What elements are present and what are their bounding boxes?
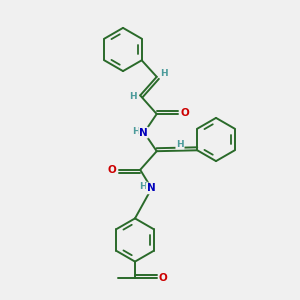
Text: O: O [108,165,116,175]
Text: N: N [139,128,148,138]
Text: O: O [159,273,168,283]
Text: O: O [181,108,189,118]
Text: H: H [160,69,168,78]
Text: H: H [140,182,147,191]
Text: H: H [129,92,136,101]
Text: N: N [147,183,155,194]
Text: H: H [176,140,184,148]
Text: H: H [132,127,140,136]
